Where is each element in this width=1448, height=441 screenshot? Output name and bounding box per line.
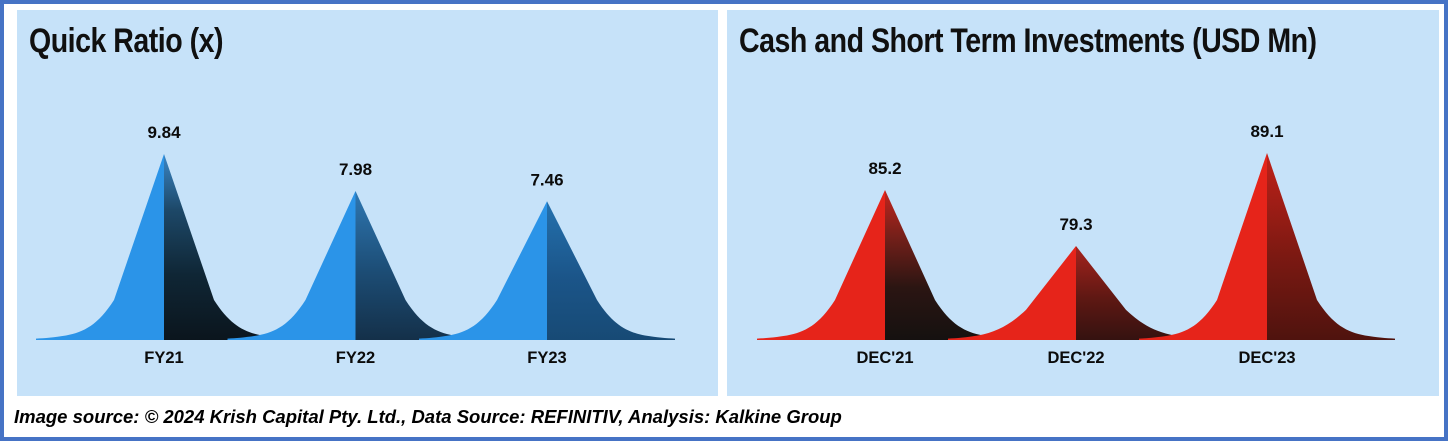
peak-left-half — [1139, 153, 1267, 340]
cash-investments-title-text: Cash and Short Term Investments (USD Mn) — [739, 22, 1317, 60]
peak-right-half — [547, 201, 675, 340]
quick-ratio-panel: Quick Ratio (x) 9.84 FY21 7.98 FY22 7.46 FY23 — [17, 10, 718, 396]
category-label: DEC'21 — [856, 349, 913, 367]
cash-investments-chart: 85.2 DEC'21 79.3 DEC'22 89.1 DEC'23 — [757, 122, 1395, 367]
category-label: DEC'23 — [1238, 349, 1295, 367]
value-label: 7.46 — [530, 170, 563, 189]
category-label: FY23 — [527, 349, 566, 367]
category-label: FY21 — [144, 349, 183, 367]
peak-right-half — [1076, 246, 1204, 340]
value-label: 79.3 — [1059, 215, 1092, 234]
value-label: 9.84 — [147, 123, 181, 142]
source-caption: Image source: © 2024 Krish Capital Pty. … — [14, 396, 1440, 437]
category-label: DEC'22 — [1047, 349, 1104, 367]
peak-left-half — [757, 190, 885, 340]
peak-left-half — [948, 246, 1076, 340]
peak-left-half — [419, 201, 547, 340]
value-label: 89.1 — [1250, 122, 1283, 141]
value-label: 85.2 — [868, 159, 901, 178]
cash-investments-panel: Cash and Short Term Investments (USD Mn)… — [727, 10, 1439, 396]
peak-left-half — [227, 191, 356, 340]
peak-right-half — [1267, 153, 1395, 340]
cash-investments-title: Cash and Short Term Investments (USD Mn) — [739, 22, 1427, 61]
peak-left-half — [36, 154, 164, 340]
value-label: 7.98 — [339, 160, 372, 179]
peak-right-half — [355, 191, 484, 340]
quick-ratio-title-text: Quick Ratio (x) — [29, 22, 223, 60]
quick-ratio-chart: 9.84 FY21 7.98 FY22 7.46 FY23 — [36, 123, 675, 367]
peak-right-half — [885, 190, 1013, 340]
category-label: FY22 — [336, 349, 375, 367]
quick-ratio-title: Quick Ratio (x) — [29, 22, 260, 61]
peak-right-half — [164, 154, 292, 340]
